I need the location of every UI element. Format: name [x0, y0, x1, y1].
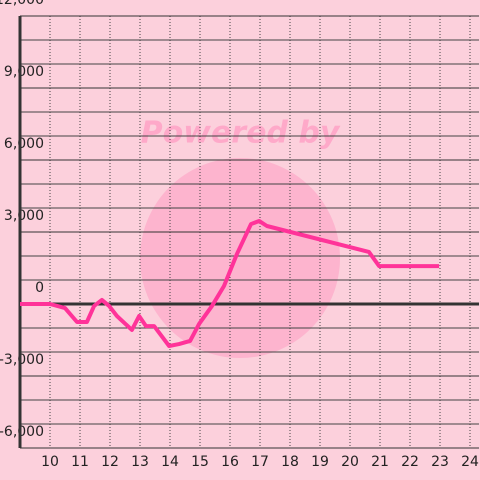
- watermark-text: Powered by: [141, 116, 341, 151]
- y-tick-label: 12,000: [0, 0, 44, 8]
- x-tick-label: 19: [311, 454, 329, 470]
- y-tick-label: 6,000: [4, 136, 44, 152]
- x-tick-label: 23: [431, 454, 449, 470]
- y-tick-label: 3,000: [4, 208, 44, 224]
- x-tick-label: 10: [41, 454, 59, 470]
- data-line: [20, 218, 440, 348]
- x-tick-label: 16: [221, 454, 239, 470]
- x-tick-label: 18: [281, 454, 299, 470]
- x-tick-label: 12: [101, 454, 119, 470]
- x-tick-label: 24: [461, 454, 479, 470]
- x-tick-label: 11: [71, 454, 89, 470]
- y-tick-label: 0: [35, 280, 44, 296]
- x-tick-label: 20: [341, 454, 359, 470]
- x-tick-label: 21: [371, 454, 389, 470]
- x-tick-label: 17: [251, 454, 269, 470]
- y-tick-label: -3,000: [0, 352, 44, 368]
- x-tick-label: 22: [401, 454, 419, 470]
- y-tick-label: 9,000: [4, 64, 44, 80]
- x-tick-label: 15: [191, 454, 209, 470]
- x-tick-label: 14: [161, 454, 179, 470]
- x-tick-label: 13: [131, 454, 149, 470]
- y-tick-label: -6,000: [0, 424, 44, 440]
